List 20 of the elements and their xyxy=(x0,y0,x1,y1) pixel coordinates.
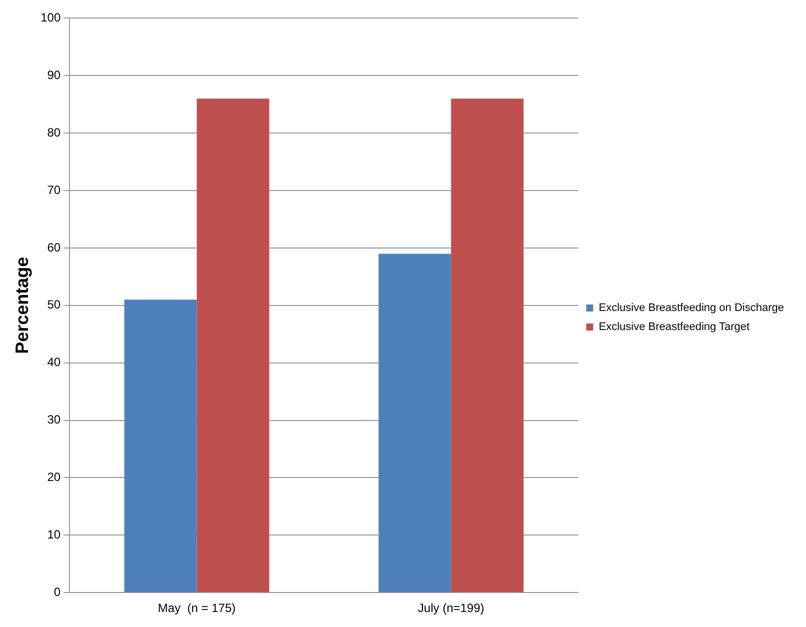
y-tick-label: 30 xyxy=(47,412,61,427)
y-tick-label: 50 xyxy=(47,298,61,312)
x-tick-label: May (n = 175) xyxy=(158,601,236,616)
y-tick-label: 10 xyxy=(47,527,61,542)
legend-label: Exclusive Breastfeeding Target xyxy=(598,321,750,334)
y-tick-label: 20 xyxy=(47,470,61,484)
bar xyxy=(196,98,270,592)
bar xyxy=(124,300,197,592)
bar xyxy=(451,98,524,592)
legend-label: Exclusive Breastfeeding on Discharge xyxy=(598,302,784,314)
y-axis-title: Percentage xyxy=(12,256,32,354)
y-tick-label: 90 xyxy=(47,68,61,82)
y-tick-label: 0 xyxy=(54,584,61,599)
x-tick-label: July (n=199) xyxy=(418,601,484,616)
y-tick-label: 100 xyxy=(40,10,61,25)
y-tick-label: 70 xyxy=(47,182,61,197)
y-tick-label: 60 xyxy=(47,240,61,254)
y-tick-label: 40 xyxy=(47,355,61,370)
y-tick-label: 80 xyxy=(47,125,61,140)
bar xyxy=(378,254,452,592)
